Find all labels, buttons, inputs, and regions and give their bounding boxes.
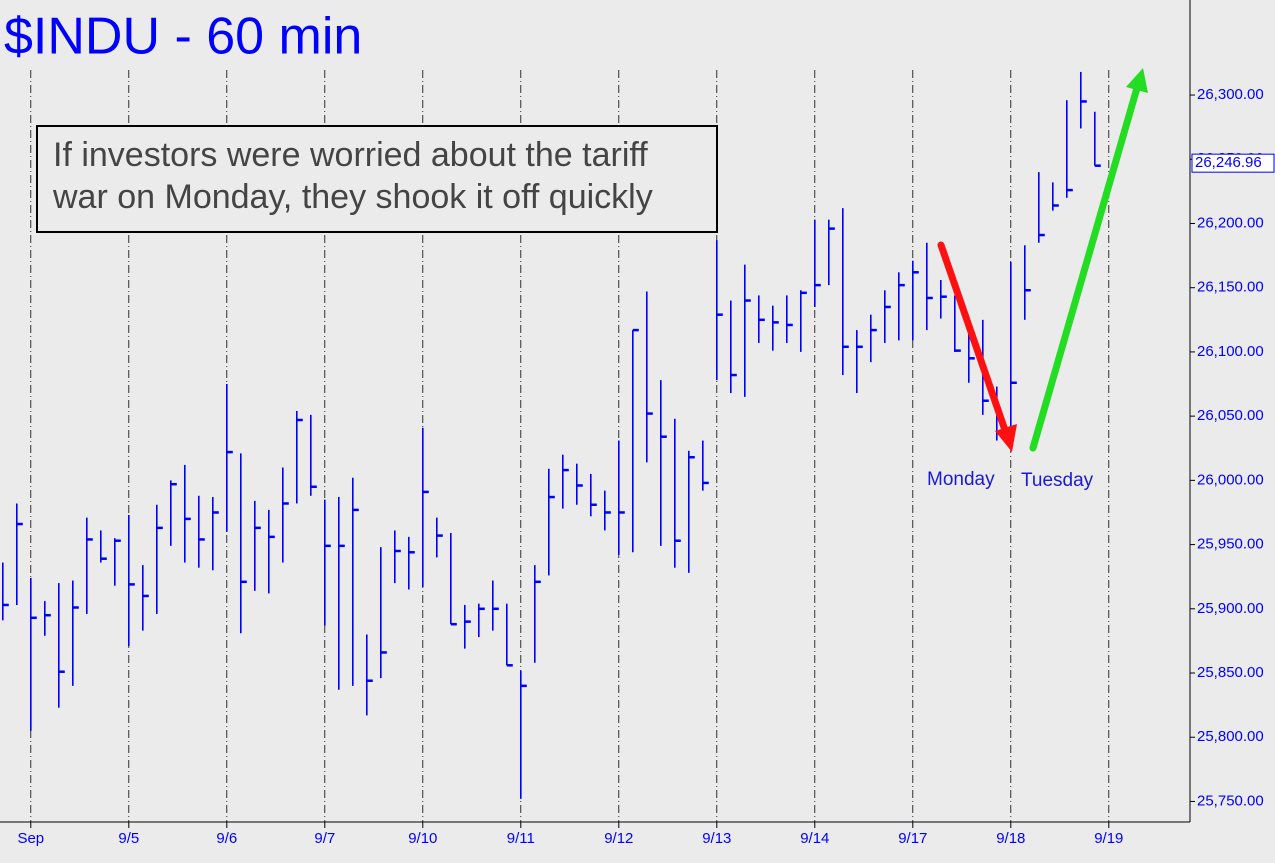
y-tick-label: 25,900.00: [1197, 600, 1264, 617]
x-tick-label: 9/7: [314, 830, 335, 847]
y-tick-label: 26,000.00: [1197, 471, 1264, 488]
y-tick-label: 26,300.00: [1197, 86, 1264, 103]
x-tick-label: 9/14: [800, 830, 829, 847]
y-tick-label: 25,750.00: [1197, 792, 1264, 809]
annotation: war on Monday, they shook it off quickly: [52, 178, 653, 216]
x-tick-label: 9/17: [898, 830, 927, 847]
chart-title: $INDU - 60 min: [4, 8, 362, 66]
x-tick-label: 9/5: [118, 830, 139, 847]
x-tick-label: 9/13: [702, 830, 731, 847]
last-price-box: [1191, 153, 1275, 173]
red-arrow: [937, 241, 1017, 452]
x-tick-label: Sep: [17, 830, 44, 847]
arrow-shaft: [937, 241, 1010, 437]
x-tick-label: 9/6: [216, 830, 237, 847]
y-tick-label: 26,200.00: [1197, 214, 1264, 231]
y-tick-label: 25,950.00: [1197, 536, 1264, 553]
y-tick-label: 25,800.00: [1197, 728, 1264, 745]
last-price-label: 26,246.96: [1195, 154, 1262, 171]
y-tick-label: 26,100.00: [1197, 343, 1264, 360]
y-tick-label: 25,850.00: [1197, 664, 1264, 681]
x-tick-label: 9/10: [408, 830, 437, 847]
annotation-box: [36, 125, 718, 233]
x-tick-label: 9/12: [604, 830, 633, 847]
y-tick-label: 26,050.00: [1197, 407, 1264, 424]
x-tick-label: 9/18: [996, 830, 1025, 847]
annotation: If investors were worried about the tari…: [53, 136, 648, 174]
y-tick-label: 26,150.00: [1197, 279, 1264, 296]
label: Monday: [927, 469, 995, 490]
green-arrow: [1029, 68, 1148, 452]
arrow-shaft: [1029, 84, 1141, 452]
arrow-head: [995, 424, 1017, 452]
arrow-head: [1126, 68, 1148, 93]
label: Tuesday: [1021, 470, 1094, 491]
x-tick-label: 9/11: [507, 830, 535, 847]
x-tick-label: 9/19: [1094, 830, 1123, 847]
